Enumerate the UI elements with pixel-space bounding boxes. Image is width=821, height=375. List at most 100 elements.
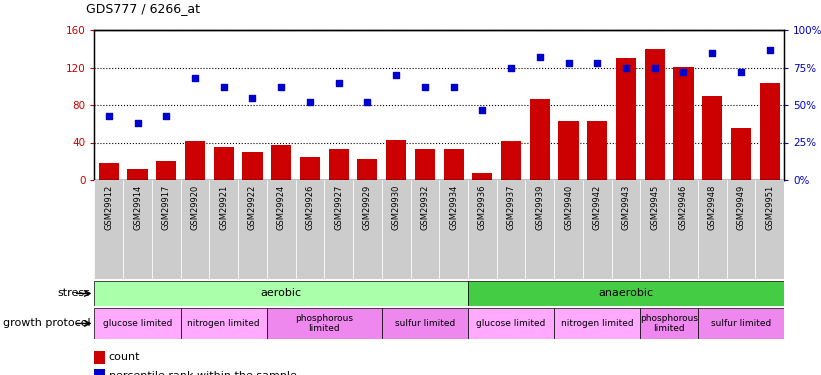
Text: GSM29922: GSM29922 bbox=[248, 185, 257, 230]
Point bbox=[591, 60, 604, 66]
Text: GSM29917: GSM29917 bbox=[162, 185, 171, 230]
Bar bbox=[181, 308, 267, 339]
Bar bbox=[324, 180, 353, 279]
Bar bbox=[616, 58, 636, 180]
Bar bbox=[587, 121, 608, 180]
Bar bbox=[698, 180, 727, 279]
Text: GSM29921: GSM29921 bbox=[219, 185, 228, 230]
Text: GDS777 / 6266_at: GDS777 / 6266_at bbox=[86, 2, 200, 15]
Bar bbox=[181, 180, 209, 279]
Text: GSM29945: GSM29945 bbox=[650, 185, 659, 230]
Bar bbox=[669, 180, 698, 279]
Point bbox=[160, 112, 173, 118]
Bar bbox=[382, 308, 468, 339]
Point bbox=[476, 106, 489, 112]
Bar bbox=[644, 49, 665, 180]
Bar bbox=[583, 180, 612, 279]
Point bbox=[131, 120, 144, 126]
Point bbox=[246, 94, 259, 100]
Bar bbox=[501, 141, 521, 180]
Text: stress: stress bbox=[57, 288, 90, 298]
Text: GSM29920: GSM29920 bbox=[190, 185, 200, 230]
Bar bbox=[530, 99, 550, 180]
Bar bbox=[386, 140, 406, 180]
Bar bbox=[242, 152, 263, 180]
Bar bbox=[525, 180, 554, 279]
Point bbox=[764, 46, 777, 53]
Point bbox=[333, 80, 346, 86]
Bar bbox=[123, 180, 152, 279]
Bar bbox=[300, 157, 320, 180]
Bar bbox=[353, 180, 382, 279]
Text: GSM29942: GSM29942 bbox=[593, 185, 602, 230]
Bar bbox=[439, 180, 468, 279]
Bar bbox=[382, 180, 410, 279]
Point bbox=[534, 54, 547, 60]
Bar bbox=[127, 169, 148, 180]
Bar bbox=[640, 308, 698, 339]
Bar bbox=[497, 180, 525, 279]
Bar bbox=[759, 84, 780, 180]
Text: GSM29946: GSM29946 bbox=[679, 185, 688, 230]
Text: nitrogen limited: nitrogen limited bbox=[187, 319, 260, 328]
Text: phosphorous
limited: phosphorous limited bbox=[640, 314, 698, 333]
Bar bbox=[328, 149, 349, 180]
Bar bbox=[296, 180, 324, 279]
Bar bbox=[267, 180, 296, 279]
Bar bbox=[468, 180, 497, 279]
Text: anaerobic: anaerobic bbox=[599, 288, 654, 298]
Point bbox=[274, 84, 288, 90]
Text: aerobic: aerobic bbox=[260, 288, 302, 298]
Text: growth protocol: growth protocol bbox=[2, 318, 90, 328]
Text: GSM29927: GSM29927 bbox=[334, 185, 343, 230]
Text: GSM29943: GSM29943 bbox=[621, 185, 631, 230]
Point bbox=[361, 99, 374, 105]
Bar bbox=[755, 180, 784, 279]
Point bbox=[504, 64, 518, 70]
Text: GSM29926: GSM29926 bbox=[305, 185, 314, 230]
Bar bbox=[94, 351, 105, 364]
Point bbox=[304, 99, 317, 105]
Bar bbox=[727, 180, 755, 279]
Point bbox=[447, 84, 461, 90]
Text: GSM29948: GSM29948 bbox=[708, 185, 717, 230]
Bar bbox=[94, 308, 181, 339]
Text: GSM29934: GSM29934 bbox=[449, 185, 458, 230]
Bar bbox=[213, 147, 234, 180]
Bar bbox=[238, 180, 267, 279]
Text: nitrogen limited: nitrogen limited bbox=[561, 319, 634, 328]
Point bbox=[677, 69, 690, 75]
Text: count: count bbox=[109, 352, 140, 362]
Point bbox=[649, 64, 662, 70]
Bar bbox=[94, 281, 468, 306]
Text: sulfur limited: sulfur limited bbox=[711, 319, 771, 328]
Point bbox=[620, 64, 633, 70]
Bar bbox=[673, 67, 694, 180]
Point bbox=[706, 50, 719, 55]
Bar bbox=[267, 308, 382, 339]
Bar bbox=[443, 149, 464, 180]
Bar bbox=[94, 180, 123, 279]
Text: GSM29937: GSM29937 bbox=[507, 185, 516, 231]
Text: GSM29924: GSM29924 bbox=[277, 185, 286, 230]
Text: GSM29932: GSM29932 bbox=[420, 185, 429, 230]
Bar bbox=[698, 308, 784, 339]
Text: glucose limited: glucose limited bbox=[103, 319, 172, 328]
Bar bbox=[209, 180, 238, 279]
Point bbox=[218, 84, 231, 90]
Bar bbox=[94, 369, 105, 375]
Bar bbox=[640, 180, 669, 279]
Text: GSM29940: GSM29940 bbox=[564, 185, 573, 230]
Point bbox=[189, 75, 202, 81]
Bar bbox=[152, 180, 181, 279]
Bar bbox=[156, 161, 177, 180]
Point bbox=[562, 60, 576, 66]
Bar bbox=[185, 141, 205, 180]
Bar bbox=[468, 281, 784, 306]
Text: GSM29949: GSM29949 bbox=[736, 185, 745, 230]
Bar bbox=[468, 308, 554, 339]
Text: sulfur limited: sulfur limited bbox=[395, 319, 455, 328]
Bar bbox=[410, 180, 439, 279]
Text: GSM29936: GSM29936 bbox=[478, 185, 487, 231]
Bar bbox=[554, 180, 583, 279]
